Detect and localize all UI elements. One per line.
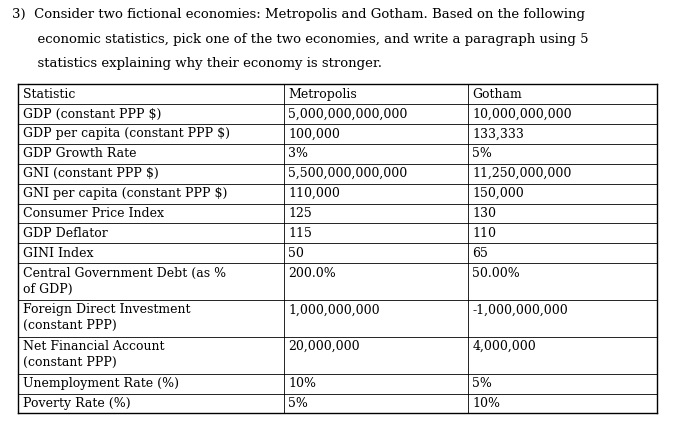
Text: GDP (constant PPP $): GDP (constant PPP $) — [23, 107, 161, 120]
Text: 5,500,000,000,000: 5,500,000,000,000 — [288, 167, 408, 180]
Text: 5%: 5% — [472, 377, 492, 390]
Text: GNI per capita (constant PPP $): GNI per capita (constant PPP $) — [23, 187, 227, 200]
Text: 50.00%: 50.00% — [472, 266, 520, 280]
Text: Unemployment Rate (%): Unemployment Rate (%) — [23, 377, 179, 390]
Text: 110: 110 — [472, 227, 497, 240]
Text: Poverty Rate (%): Poverty Rate (%) — [23, 397, 130, 410]
Text: Statistic: Statistic — [23, 88, 76, 101]
Text: 100,000: 100,000 — [288, 128, 340, 140]
Text: 110,000: 110,000 — [288, 187, 340, 200]
Text: -1,000,000,000: -1,000,000,000 — [472, 304, 568, 317]
Text: GDP Deflator: GDP Deflator — [23, 227, 108, 240]
Text: Gotham: Gotham — [472, 88, 522, 101]
Text: GDP Growth Rate: GDP Growth Rate — [23, 147, 136, 160]
Text: 125: 125 — [288, 207, 312, 220]
Text: GINI Index: GINI Index — [23, 247, 93, 260]
Text: 5,000,000,000,000: 5,000,000,000,000 — [288, 107, 408, 120]
Text: Metropolis: Metropolis — [288, 88, 357, 101]
Text: 130: 130 — [472, 207, 497, 220]
Text: 10%: 10% — [288, 377, 316, 390]
Text: 50: 50 — [288, 247, 304, 260]
Text: 3%: 3% — [288, 147, 308, 160]
Text: 10%: 10% — [472, 397, 500, 410]
Text: 3)  Consider two fictional economies: Metropolis and Gotham. Based on the follow: 3) Consider two fictional economies: Met… — [12, 8, 585, 21]
Text: 1,000,000,000: 1,000,000,000 — [288, 304, 380, 317]
Text: 11,250,000,000: 11,250,000,000 — [472, 167, 572, 180]
Text: Foreign Direct Investment
(constant PPP): Foreign Direct Investment (constant PPP) — [23, 304, 190, 333]
Text: 10,000,000,000: 10,000,000,000 — [472, 107, 572, 120]
Text: 115: 115 — [288, 227, 312, 240]
Text: 133,333: 133,333 — [472, 128, 524, 140]
Text: statistics explaining why their economy is stronger.: statistics explaining why their economy … — [12, 57, 382, 70]
Text: GDP per capita (constant PPP $): GDP per capita (constant PPP $) — [23, 128, 230, 140]
Text: Consumer Price Index: Consumer Price Index — [23, 207, 164, 220]
Text: 200.0%: 200.0% — [288, 266, 336, 280]
Text: Central Government Debt (as %
of GDP): Central Government Debt (as % of GDP) — [23, 266, 226, 296]
Text: 150,000: 150,000 — [472, 187, 524, 200]
Text: 20,000,000: 20,000,000 — [288, 340, 360, 353]
Text: 5%: 5% — [472, 147, 492, 160]
Text: 65: 65 — [472, 247, 489, 260]
Text: economic statistics, pick one of the two economies, and write a paragraph using : economic statistics, pick one of the two… — [12, 33, 589, 46]
Text: 4,000,000: 4,000,000 — [472, 340, 536, 353]
Text: Net Financial Account
(constant PPP): Net Financial Account (constant PPP) — [23, 340, 165, 369]
Text: GNI (constant PPP $): GNI (constant PPP $) — [23, 167, 159, 180]
Text: 5%: 5% — [288, 397, 308, 410]
